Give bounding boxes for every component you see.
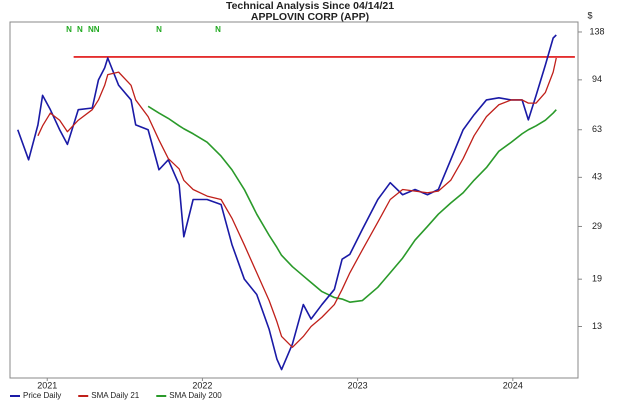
y-tick-label: 19 bbox=[592, 274, 602, 284]
x-tick-label: 2024 bbox=[503, 380, 523, 390]
annotation: N bbox=[77, 25, 83, 34]
series-line bbox=[147, 105, 557, 303]
annotation: N bbox=[215, 25, 221, 34]
series-line bbox=[37, 57, 557, 348]
legend-label: SMA Daily 200 bbox=[169, 391, 222, 400]
y-tick-label: 63 bbox=[592, 124, 602, 134]
chart-subtitle: APPLOVIN CORP (APP) bbox=[251, 11, 369, 23]
y-tick-label: 29 bbox=[592, 221, 602, 231]
plot-frame bbox=[9, 21, 579, 379]
legend-label: SMA Daily 21 bbox=[91, 391, 140, 400]
y-tick-label: 13 bbox=[592, 321, 602, 331]
x-tick-label: 2021 bbox=[37, 380, 57, 390]
y-tick-label: 94 bbox=[592, 74, 602, 84]
chart-title: Technical Analysis Since 04/14/21 bbox=[226, 0, 394, 12]
series-line bbox=[17, 34, 557, 371]
annotation: NN bbox=[88, 25, 100, 34]
x-tick-label: 2023 bbox=[348, 380, 368, 390]
y-tick-label: 138 bbox=[589, 26, 604, 36]
y-unit: $ bbox=[587, 10, 592, 20]
legend-label: Price Daily bbox=[23, 391, 61, 400]
annotation: N bbox=[66, 25, 72, 34]
annotation: N bbox=[156, 25, 162, 34]
y-tick-label: 43 bbox=[592, 172, 602, 182]
x-tick-label: 2022 bbox=[192, 380, 212, 390]
